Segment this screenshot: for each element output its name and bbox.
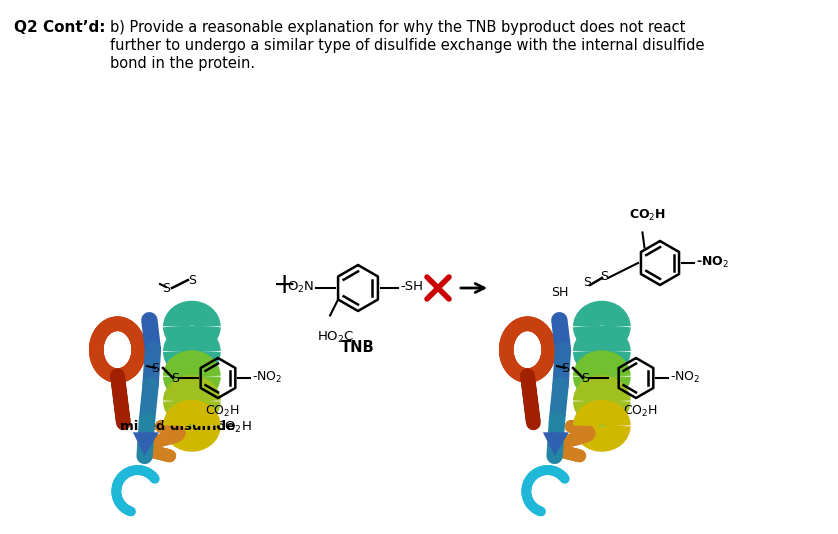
Text: b) Provide a reasonable explanation for why the TNB byproduct does not react: b) Provide a reasonable explanation for …	[110, 20, 685, 35]
Text: S: S	[162, 281, 170, 294]
Text: CO$_2$H: CO$_2$H	[215, 420, 251, 435]
Text: CO$_2$H: CO$_2$H	[623, 404, 657, 419]
Text: TNB: TNB	[341, 341, 375, 356]
Text: S: S	[600, 271, 608, 284]
Polygon shape	[133, 433, 158, 456]
Text: mixed disulfide: mixed disulfide	[120, 420, 235, 433]
Text: -NO$_2$: -NO$_2$	[670, 370, 701, 384]
Text: S: S	[581, 372, 589, 384]
Text: S: S	[188, 273, 196, 287]
Text: CO$_2$H: CO$_2$H	[204, 404, 240, 419]
Text: +: +	[273, 271, 297, 299]
Text: SH: SH	[551, 287, 568, 300]
Text: S: S	[151, 362, 159, 374]
Text: -NO$_2$: -NO$_2$	[252, 370, 282, 384]
Text: -NO$_2$: -NO$_2$	[696, 254, 729, 270]
Text: CO$_2$H: CO$_2$H	[629, 208, 666, 223]
Text: O$_2$N: O$_2$N	[287, 279, 314, 295]
Text: further to undergo a similar type of disulfide exchange with the internal disulf: further to undergo a similar type of dis…	[110, 38, 705, 53]
Text: -SH: -SH	[400, 280, 423, 294]
Polygon shape	[543, 433, 569, 456]
Text: bond in the protein.: bond in the protein.	[110, 56, 255, 71]
Text: S: S	[171, 372, 179, 384]
Text: HO$_2$C: HO$_2$C	[318, 330, 354, 345]
Text: Q2 Cont’d:: Q2 Cont’d:	[14, 20, 106, 35]
Text: S: S	[583, 277, 591, 289]
Text: S: S	[561, 362, 569, 374]
